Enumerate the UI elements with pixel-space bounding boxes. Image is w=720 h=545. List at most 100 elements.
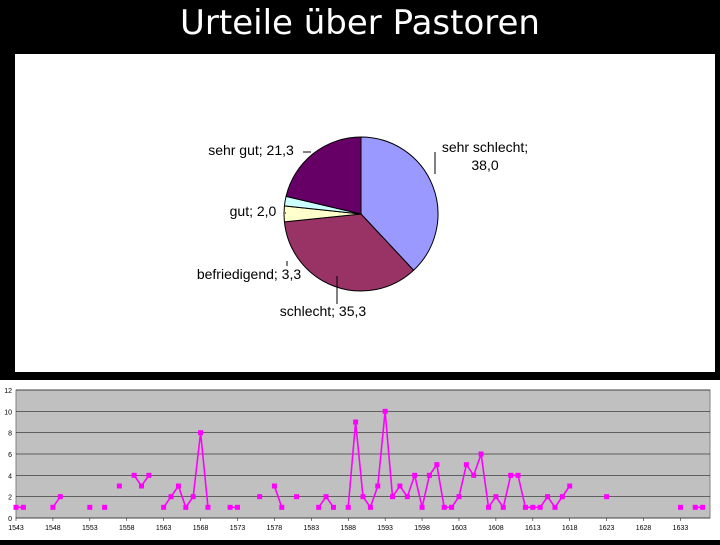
data-point [441, 504, 447, 510]
data-point [552, 504, 558, 510]
pie-label: schlecht; 35,3 [280, 303, 367, 319]
x-tick-label: 1578 [267, 525, 283, 532]
x-tick-label: 1633 [673, 525, 689, 532]
data-point [434, 462, 440, 468]
data-point [471, 472, 477, 478]
data-point [190, 494, 196, 500]
x-tick-label: 1553 [82, 525, 98, 532]
data-point [227, 504, 233, 510]
data-point [508, 472, 514, 478]
y-tick-label: 12 [4, 388, 12, 395]
data-point [279, 504, 285, 510]
pie-chart: sehr schlecht; 38,0 schlecht; 35,3 befriedi… [197, 136, 528, 319]
x-tick-label: 1598 [414, 525, 430, 532]
data-point [463, 462, 469, 468]
pie-slice-sehr-schlecht [360, 136, 439, 271]
data-point [367, 504, 373, 510]
data-point [116, 483, 122, 489]
x-tick-label: 1563 [156, 525, 172, 532]
data-point [131, 472, 137, 478]
data-point [330, 504, 336, 510]
data-point [50, 504, 56, 510]
x-tick-label: 1583 [304, 525, 320, 532]
pie-label: gut; 2,0 [230, 203, 277, 219]
data-point [604, 494, 610, 500]
x-tick-label: 1543 [8, 525, 24, 532]
y-tick-label: 10 [4, 409, 12, 416]
x-tick-label: 1603 [451, 525, 467, 532]
series-line [273, 485, 283, 508]
y-tick-label: 0 [8, 516, 12, 523]
data-point [168, 494, 174, 500]
x-tick-label: 1623 [599, 525, 615, 532]
data-point [316, 504, 322, 510]
data-point [397, 483, 403, 489]
x-tick-label: 1548 [45, 525, 61, 532]
x-tick-label: 1613 [525, 525, 541, 532]
pie-chart-panel: sehr schlecht; 38,0 schlecht; 35,3 befriedi… [15, 54, 715, 372]
data-point [404, 494, 410, 500]
x-tick-label: 1558 [119, 525, 135, 532]
data-point [294, 494, 300, 500]
data-point [567, 483, 573, 489]
data-point [500, 504, 506, 510]
y-tick-label: 6 [8, 452, 12, 459]
x-tick-label: 1588 [340, 525, 356, 532]
data-point [360, 494, 366, 500]
data-point [345, 504, 351, 510]
data-point [375, 483, 381, 489]
data-point [353, 419, 359, 425]
y-tick-label: 4 [8, 473, 12, 480]
data-point [493, 494, 499, 500]
data-point [257, 494, 263, 500]
y-tick-label: 2 [8, 495, 12, 502]
data-point [146, 472, 152, 478]
data-point [20, 504, 26, 510]
data-point [323, 494, 329, 500]
x-tick-label: 1568 [193, 525, 209, 532]
line-chart: 0 2 4 6 8 10 12 1543 1548 1553 1558 1563 1568 1573 157… [4, 388, 711, 532]
pie-slice-sehr-gut [285, 136, 362, 215]
data-point [486, 504, 492, 510]
data-point [545, 494, 551, 500]
data-point [234, 504, 240, 510]
data-point [559, 494, 565, 500]
x-tick-label: 1573 [230, 525, 246, 532]
x-tick-label: 1618 [562, 525, 578, 532]
data-point [456, 494, 462, 500]
data-point [530, 504, 536, 510]
data-point [700, 504, 706, 510]
data-point [692, 504, 698, 510]
slide-title: Urteile über Pastoren [180, 3, 540, 43]
data-point [426, 472, 432, 478]
data-point [198, 430, 204, 436]
data-point [390, 494, 396, 500]
x-tick-label: 1593 [377, 525, 393, 532]
data-point [382, 408, 388, 414]
data-point [57, 494, 63, 500]
data-point [677, 504, 683, 510]
data-point [449, 504, 455, 510]
pie-label: sehr schlecht; 38,0 [442, 139, 528, 173]
data-point [478, 451, 484, 457]
data-point [139, 483, 145, 489]
data-point [515, 472, 521, 478]
pie-label: befriedigend; 3,3 [197, 266, 302, 282]
pie-slice-schlecht [283, 213, 415, 292]
data-point [205, 504, 211, 510]
x-tick-label: 1608 [488, 525, 504, 532]
data-point [13, 504, 19, 510]
x-tick-label: 1628 [636, 525, 652, 532]
data-point [271, 483, 277, 489]
data-point [412, 472, 418, 478]
data-point [522, 504, 528, 510]
pie-label: sehr gut; 21,3 [208, 142, 294, 158]
data-point [537, 504, 543, 510]
y-tick-label: 8 [8, 431, 12, 438]
data-point [175, 483, 181, 489]
data-point [161, 504, 167, 510]
data-point [183, 504, 189, 510]
data-point [102, 504, 108, 510]
data-point [87, 504, 93, 510]
data-point [419, 504, 425, 510]
